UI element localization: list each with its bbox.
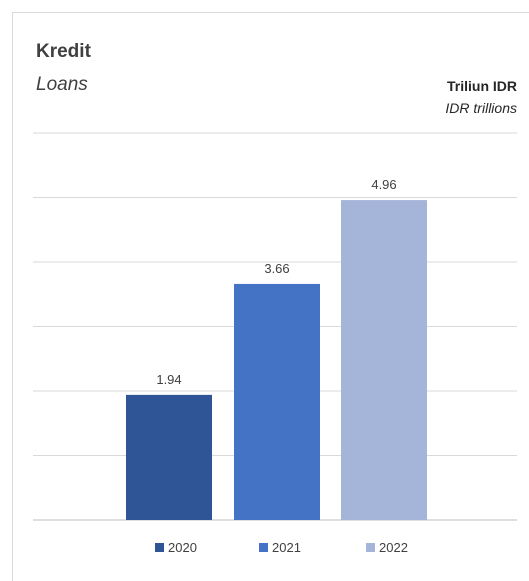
legend-item-2020: 2020 — [155, 540, 197, 555]
legend-label-2022: 2022 — [379, 540, 408, 555]
legend-item-2021: 2021 — [259, 540, 301, 555]
data-label-2022: 4.96 — [371, 177, 396, 192]
chart-subtitle: Loans — [36, 74, 88, 95]
legend-swatch-2022 — [366, 543, 375, 552]
chart-frame — [12, 12, 529, 581]
bar-2022 — [341, 200, 427, 520]
chart-title: Kredit — [36, 41, 91, 62]
legend-label-2021: 2021 — [272, 540, 301, 555]
unit-label-english: IDR trillions — [445, 100, 517, 116]
data-label-2020: 1.94 — [156, 372, 181, 387]
chart-legend: 2020 2021 2022 — [0, 540, 529, 560]
legend-swatch-2020 — [155, 543, 164, 552]
legend-item-2022: 2022 — [366, 540, 408, 555]
bar-2021 — [234, 283, 320, 520]
legend-label-2020: 2020 — [168, 540, 197, 555]
bar-2020 — [126, 394, 212, 520]
legend-swatch-2021 — [259, 543, 268, 552]
unit-label-indonesian: Triliun IDR — [447, 78, 517, 94]
data-label-2021: 3.66 — [264, 261, 289, 276]
